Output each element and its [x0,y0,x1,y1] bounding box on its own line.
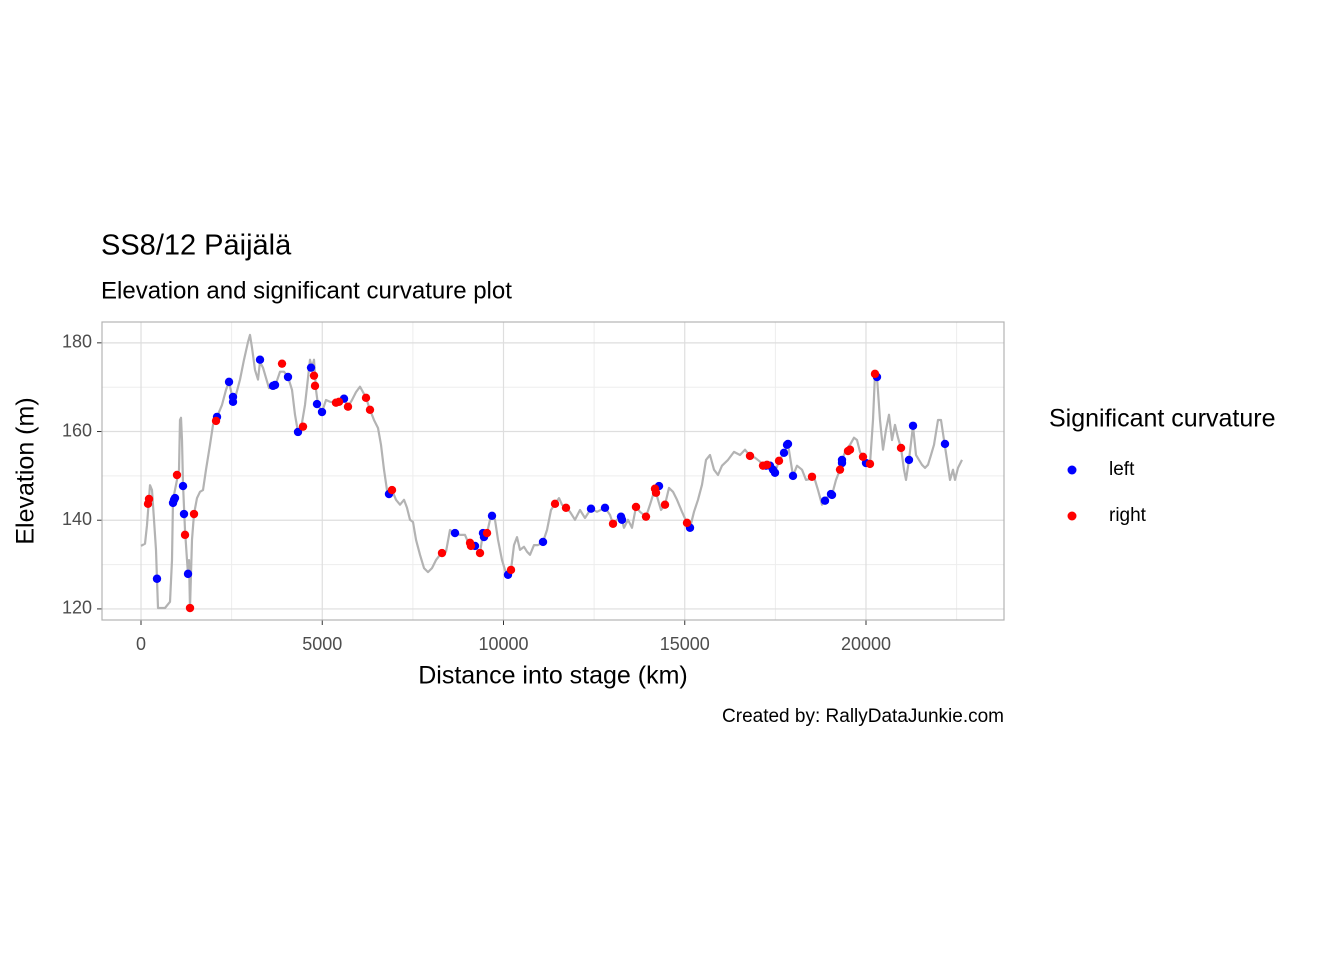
point [762,460,772,469]
point [309,371,319,380]
point [143,499,153,509]
point [820,496,830,505]
point [387,485,397,495]
point [600,503,610,513]
point [608,519,618,528]
y-tick-label: 160 [62,420,92,440]
legend-title: Significant curvature [1049,405,1276,433]
x-tick-label: 15000 [660,634,710,654]
point [211,416,221,426]
point [178,481,188,491]
point [631,502,641,512]
x-tick-label: 10000 [478,634,528,654]
y-axis-title: Elevation (m) [12,397,40,544]
point [940,439,950,449]
point [770,468,780,477]
point [845,445,855,454]
point [183,569,193,579]
point [837,458,847,468]
y-tick-label: 140 [62,509,92,529]
point [306,363,316,372]
point [224,377,234,387]
point [774,456,784,466]
x-tick-label: 0 [136,634,146,654]
point [466,541,476,551]
point [310,381,320,391]
point [904,455,914,465]
point [437,548,447,558]
point [180,530,190,540]
point [788,471,798,481]
point [277,359,287,368]
legend-label: right [1109,505,1147,526]
point [641,512,651,521]
x-tick-label: 20000 [841,634,891,654]
point [172,470,182,480]
point [293,427,303,437]
point [152,574,162,583]
point [865,459,875,469]
point [185,603,195,613]
legend-marker [1067,465,1077,475]
caption: Created by: RallyDataJunkie.com [722,706,1004,727]
y-tick-label: 180 [62,332,92,352]
point [550,499,560,509]
point [506,565,516,575]
point [896,443,906,453]
legend-label: left [1109,459,1135,480]
point [482,528,492,538]
point [228,397,238,407]
point [487,511,497,520]
point [317,407,327,417]
point [361,393,371,403]
point [682,518,692,528]
point [283,372,293,382]
point [858,452,868,462]
point [170,493,180,503]
x-axis-title: Distance into stage (km) [418,662,688,690]
point [334,397,344,407]
point [651,488,661,497]
legend-marker [1067,511,1077,521]
point [365,405,375,415]
point [179,509,189,519]
point [475,548,485,558]
point [835,465,845,474]
y-tick-label: 120 [62,598,92,618]
point [270,380,280,390]
point [343,402,353,411]
point [783,439,793,449]
point [870,369,880,379]
point [779,448,789,458]
chart-subtitle: Elevation and significant curvature plot [101,277,512,304]
x-tick-label: 5000 [302,634,342,654]
point [298,422,308,431]
point [450,528,460,538]
point [561,503,571,513]
chart-title: SS8/12 Päijälä [101,230,292,262]
point [660,500,670,509]
point [312,399,322,409]
point [255,355,265,364]
point [189,509,199,519]
point [617,515,627,524]
point [807,472,817,481]
point [538,537,548,547]
point [908,421,918,430]
point [827,490,837,500]
panel-border [101,321,1005,621]
point [586,504,596,513]
point [745,451,755,461]
